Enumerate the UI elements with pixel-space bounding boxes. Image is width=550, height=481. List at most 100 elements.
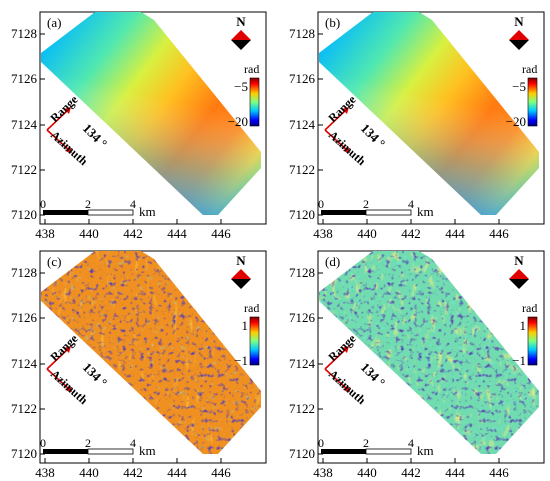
y-tick-label: 7122 bbox=[289, 162, 315, 177]
x-tick-label: 438 bbox=[313, 465, 333, 480]
map-panel: (b) 438 440 442 444 446 7128 7126 7124 7122 7120 Nr… bbox=[289, 11, 545, 241]
scalebar-label: 2 bbox=[85, 197, 91, 211]
colorbar-max-label: −5 bbox=[512, 79, 526, 94]
colorbar bbox=[527, 316, 538, 366]
range-arrowhead bbox=[342, 107, 349, 114]
colorbar-min-label: −1 bbox=[234, 353, 248, 368]
scalebar-filled bbox=[321, 449, 366, 454]
x-tick-label: 444 bbox=[167, 465, 187, 480]
x-tick-label: 446 bbox=[211, 226, 231, 241]
north-label: N bbox=[236, 14, 246, 29]
scalebar-unit: km bbox=[417, 204, 434, 219]
north-arrow-down bbox=[509, 279, 529, 289]
north-arrow-up bbox=[509, 30, 529, 40]
data-swath bbox=[319, 251, 539, 454]
y-tick-label: 7126 bbox=[11, 71, 38, 86]
data-swath bbox=[319, 12, 539, 215]
azimuth-arrow bbox=[46, 368, 71, 391]
data-swath bbox=[41, 12, 261, 215]
y-tick-label: 7120 bbox=[11, 207, 37, 222]
y-tick-label: 7124 bbox=[289, 117, 316, 132]
y-tick-label: 7124 bbox=[11, 117, 38, 132]
panel-label: (a) bbox=[47, 15, 61, 30]
scalebar-unit: km bbox=[417, 443, 434, 458]
residual-texture-dark bbox=[319, 251, 539, 454]
y-tick-label: 7124 bbox=[11, 356, 38, 371]
scalebar-open bbox=[365, 448, 412, 455]
colorbar bbox=[249, 316, 260, 366]
colorbar-max-label: −5 bbox=[234, 79, 248, 94]
x-tick-label: 446 bbox=[211, 465, 231, 480]
azimuth-arrow bbox=[324, 368, 349, 391]
north-arrow-down bbox=[231, 279, 251, 289]
colorbar-unit: rad bbox=[244, 301, 259, 315]
x-tick-label: 444 bbox=[445, 226, 465, 241]
north-label: N bbox=[236, 253, 246, 268]
azimuth-arrowhead bbox=[343, 146, 350, 153]
scalebar-open bbox=[87, 448, 134, 455]
north-arrow-down bbox=[231, 40, 251, 50]
azimuth-arrowhead bbox=[65, 385, 72, 392]
data-swath bbox=[41, 251, 261, 454]
azimuth-arrow bbox=[324, 129, 349, 152]
scalebar-filled bbox=[43, 449, 88, 454]
colorbar-max-label: 1 bbox=[520, 318, 527, 333]
scalebar-label: 0 bbox=[40, 197, 46, 211]
range-arrowhead bbox=[64, 346, 71, 353]
phase-field-shade bbox=[41, 12, 261, 215]
scalebar-open bbox=[87, 209, 134, 216]
phase-field-shade bbox=[319, 12, 539, 215]
scalebar: 0 2 4 km bbox=[318, 197, 434, 219]
north-arrow-up bbox=[509, 269, 529, 279]
colorbar-min-label: −20 bbox=[506, 114, 526, 129]
scalebar-label: 2 bbox=[363, 436, 369, 450]
panel-label: (d) bbox=[325, 254, 340, 269]
scalebar-filled bbox=[321, 210, 366, 215]
azimuth-arrowhead bbox=[343, 385, 350, 392]
x-tick-label: 446 bbox=[489, 465, 509, 480]
scalebar-label: 4 bbox=[408, 197, 414, 211]
y-tick-label: 7120 bbox=[11, 446, 37, 461]
colorbar-unit: rad bbox=[522, 62, 537, 76]
scalebar-label: 2 bbox=[85, 436, 91, 450]
panels: (a) 438 440 442 444 446 7128 7126 7124 7122 7120 Nr… bbox=[11, 11, 545, 480]
x-tick-label: 442 bbox=[401, 465, 421, 480]
y-tick-label: 7126 bbox=[11, 310, 38, 325]
x-tick-label: 440 bbox=[357, 465, 377, 480]
residual-texture-dark bbox=[41, 251, 261, 454]
range-arrow bbox=[324, 108, 348, 131]
north-arrow-down bbox=[509, 40, 529, 50]
map-panel: (d) 438 440 442 444 446 7128 7126 7124 7122 7120 Nr… bbox=[289, 250, 545, 480]
x-tick-label: 440 bbox=[79, 465, 99, 480]
y-tick-label: 7128 bbox=[11, 265, 37, 280]
colorbar-min-label: −20 bbox=[228, 114, 248, 129]
y-tick-label: 7122 bbox=[289, 401, 315, 416]
colorbar-unit: rad bbox=[522, 301, 537, 315]
range-arrowhead bbox=[342, 346, 349, 353]
scalebar-label: 0 bbox=[318, 197, 324, 211]
scalebar-label: 0 bbox=[318, 436, 324, 450]
colorbar-unit: rad bbox=[244, 62, 259, 76]
x-tick-label: 442 bbox=[401, 226, 421, 241]
y-tick-label: 7120 bbox=[289, 207, 315, 222]
scalebar-label: 0 bbox=[40, 436, 46, 450]
scalebar: 0 2 4 km bbox=[40, 197, 156, 219]
x-tick-label: 444 bbox=[445, 465, 465, 480]
y-tick-label: 7122 bbox=[11, 162, 37, 177]
north-arrow-up bbox=[231, 30, 251, 40]
range-arrowhead bbox=[64, 107, 71, 114]
x-tick-label: 440 bbox=[79, 226, 99, 241]
scalebar-unit: km bbox=[139, 443, 156, 458]
y-tick-label: 7128 bbox=[289, 265, 315, 280]
x-tick-label: 438 bbox=[35, 465, 55, 480]
range-arrow bbox=[46, 347, 70, 370]
x-tick-label: 440 bbox=[357, 226, 377, 241]
x-tick-label: 442 bbox=[123, 465, 143, 480]
range-arrow bbox=[324, 347, 348, 370]
map-panel: (a) 438 440 442 444 446 7128 7126 7124 7122 7120 Nr… bbox=[11, 11, 267, 241]
x-tick-label: 438 bbox=[313, 226, 333, 241]
scalebar-label: 2 bbox=[363, 197, 369, 211]
y-tick-label: 7128 bbox=[11, 26, 37, 41]
colorbar-min-label: −1 bbox=[512, 353, 526, 368]
